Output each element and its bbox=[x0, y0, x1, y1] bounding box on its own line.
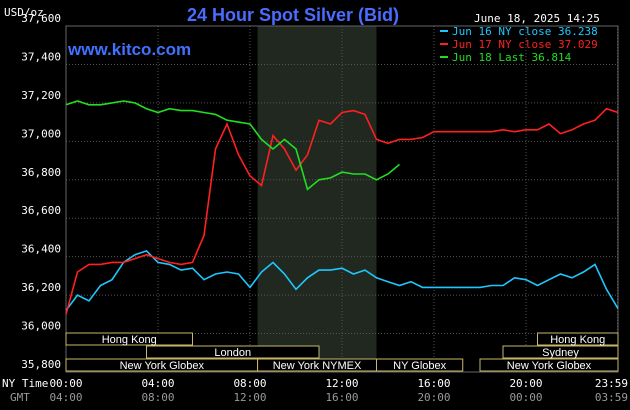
x2-axis-name: GMT bbox=[10, 391, 30, 404]
x-tick-label: 04:00 bbox=[141, 377, 174, 390]
x-tick-label: 23:59 bbox=[595, 377, 628, 390]
nymex-shade bbox=[257, 26, 377, 372]
session-label: Hong Kong bbox=[102, 334, 157, 346]
legend-label: Jun 16 NY close 36.238 bbox=[452, 25, 598, 38]
y-tick-label: 36,000 bbox=[21, 320, 61, 333]
x-tick-label: 12:00 bbox=[325, 377, 358, 390]
x-tick-label: 00:00 bbox=[49, 377, 82, 390]
x2-tick-label: 04:00 bbox=[49, 391, 82, 404]
y-tick-label: 36,200 bbox=[21, 281, 61, 294]
session-label: New York NYMEX bbox=[273, 360, 362, 372]
session-label: New York Globex bbox=[120, 360, 205, 372]
legend-label: Jun 18 Last 36.814 bbox=[452, 51, 572, 64]
session-label: Sydney bbox=[542, 347, 579, 359]
x2-tick-label: 08:00 bbox=[141, 391, 174, 404]
price-line bbox=[65, 107, 619, 315]
x2-tick-label: 03:59 bbox=[595, 391, 628, 404]
session-label: New York Globex bbox=[507, 360, 592, 372]
x-tick-label: 08:00 bbox=[233, 377, 266, 390]
price-line bbox=[65, 100, 401, 191]
chart-title: 24 Hour Spot Silver (Bid) bbox=[187, 5, 399, 25]
x2-tick-label: 16:00 bbox=[325, 391, 358, 404]
x-tick-label: 16:00 bbox=[417, 377, 450, 390]
y-tick-label: 37,200 bbox=[21, 89, 61, 102]
plot-frame bbox=[65, 25, 619, 373]
x-tick-label: 20:00 bbox=[509, 377, 542, 390]
session-label: NY Globex bbox=[393, 360, 446, 372]
brand: www.kitco.com bbox=[67, 40, 191, 59]
session-bar bbox=[376, 358, 464, 372]
x2-tick-label: 20:00 bbox=[417, 391, 450, 404]
price-line bbox=[65, 249, 619, 311]
session-label: London bbox=[214, 347, 251, 359]
session-bar bbox=[146, 345, 320, 359]
x-axis-name: NY Time bbox=[2, 377, 48, 390]
session-bar bbox=[479, 358, 619, 372]
y-tick-label: 37,000 bbox=[21, 127, 61, 140]
session-bar bbox=[502, 345, 619, 359]
y-tick-label: 36,600 bbox=[21, 204, 61, 217]
y-tick-label: 37,600 bbox=[21, 12, 61, 25]
timestamp: June 18, 2025 14:25 bbox=[474, 12, 600, 25]
y-tick-label: 35,800 bbox=[21, 358, 61, 371]
legend-label: Jun 17 NY close 37.029 bbox=[452, 38, 598, 51]
session-bar bbox=[65, 332, 193, 346]
y-unit: USD/oz bbox=[4, 6, 44, 19]
y-tick-label: 37,400 bbox=[21, 50, 61, 63]
session-bar bbox=[537, 332, 619, 346]
session-label: Hong Kong bbox=[550, 334, 605, 346]
y-tick-label: 36,800 bbox=[21, 166, 61, 179]
x2-tick-label: 00:00 bbox=[509, 391, 542, 404]
y-tick-label: 36,400 bbox=[21, 243, 61, 256]
x2-tick-label: 12:00 bbox=[233, 391, 266, 404]
